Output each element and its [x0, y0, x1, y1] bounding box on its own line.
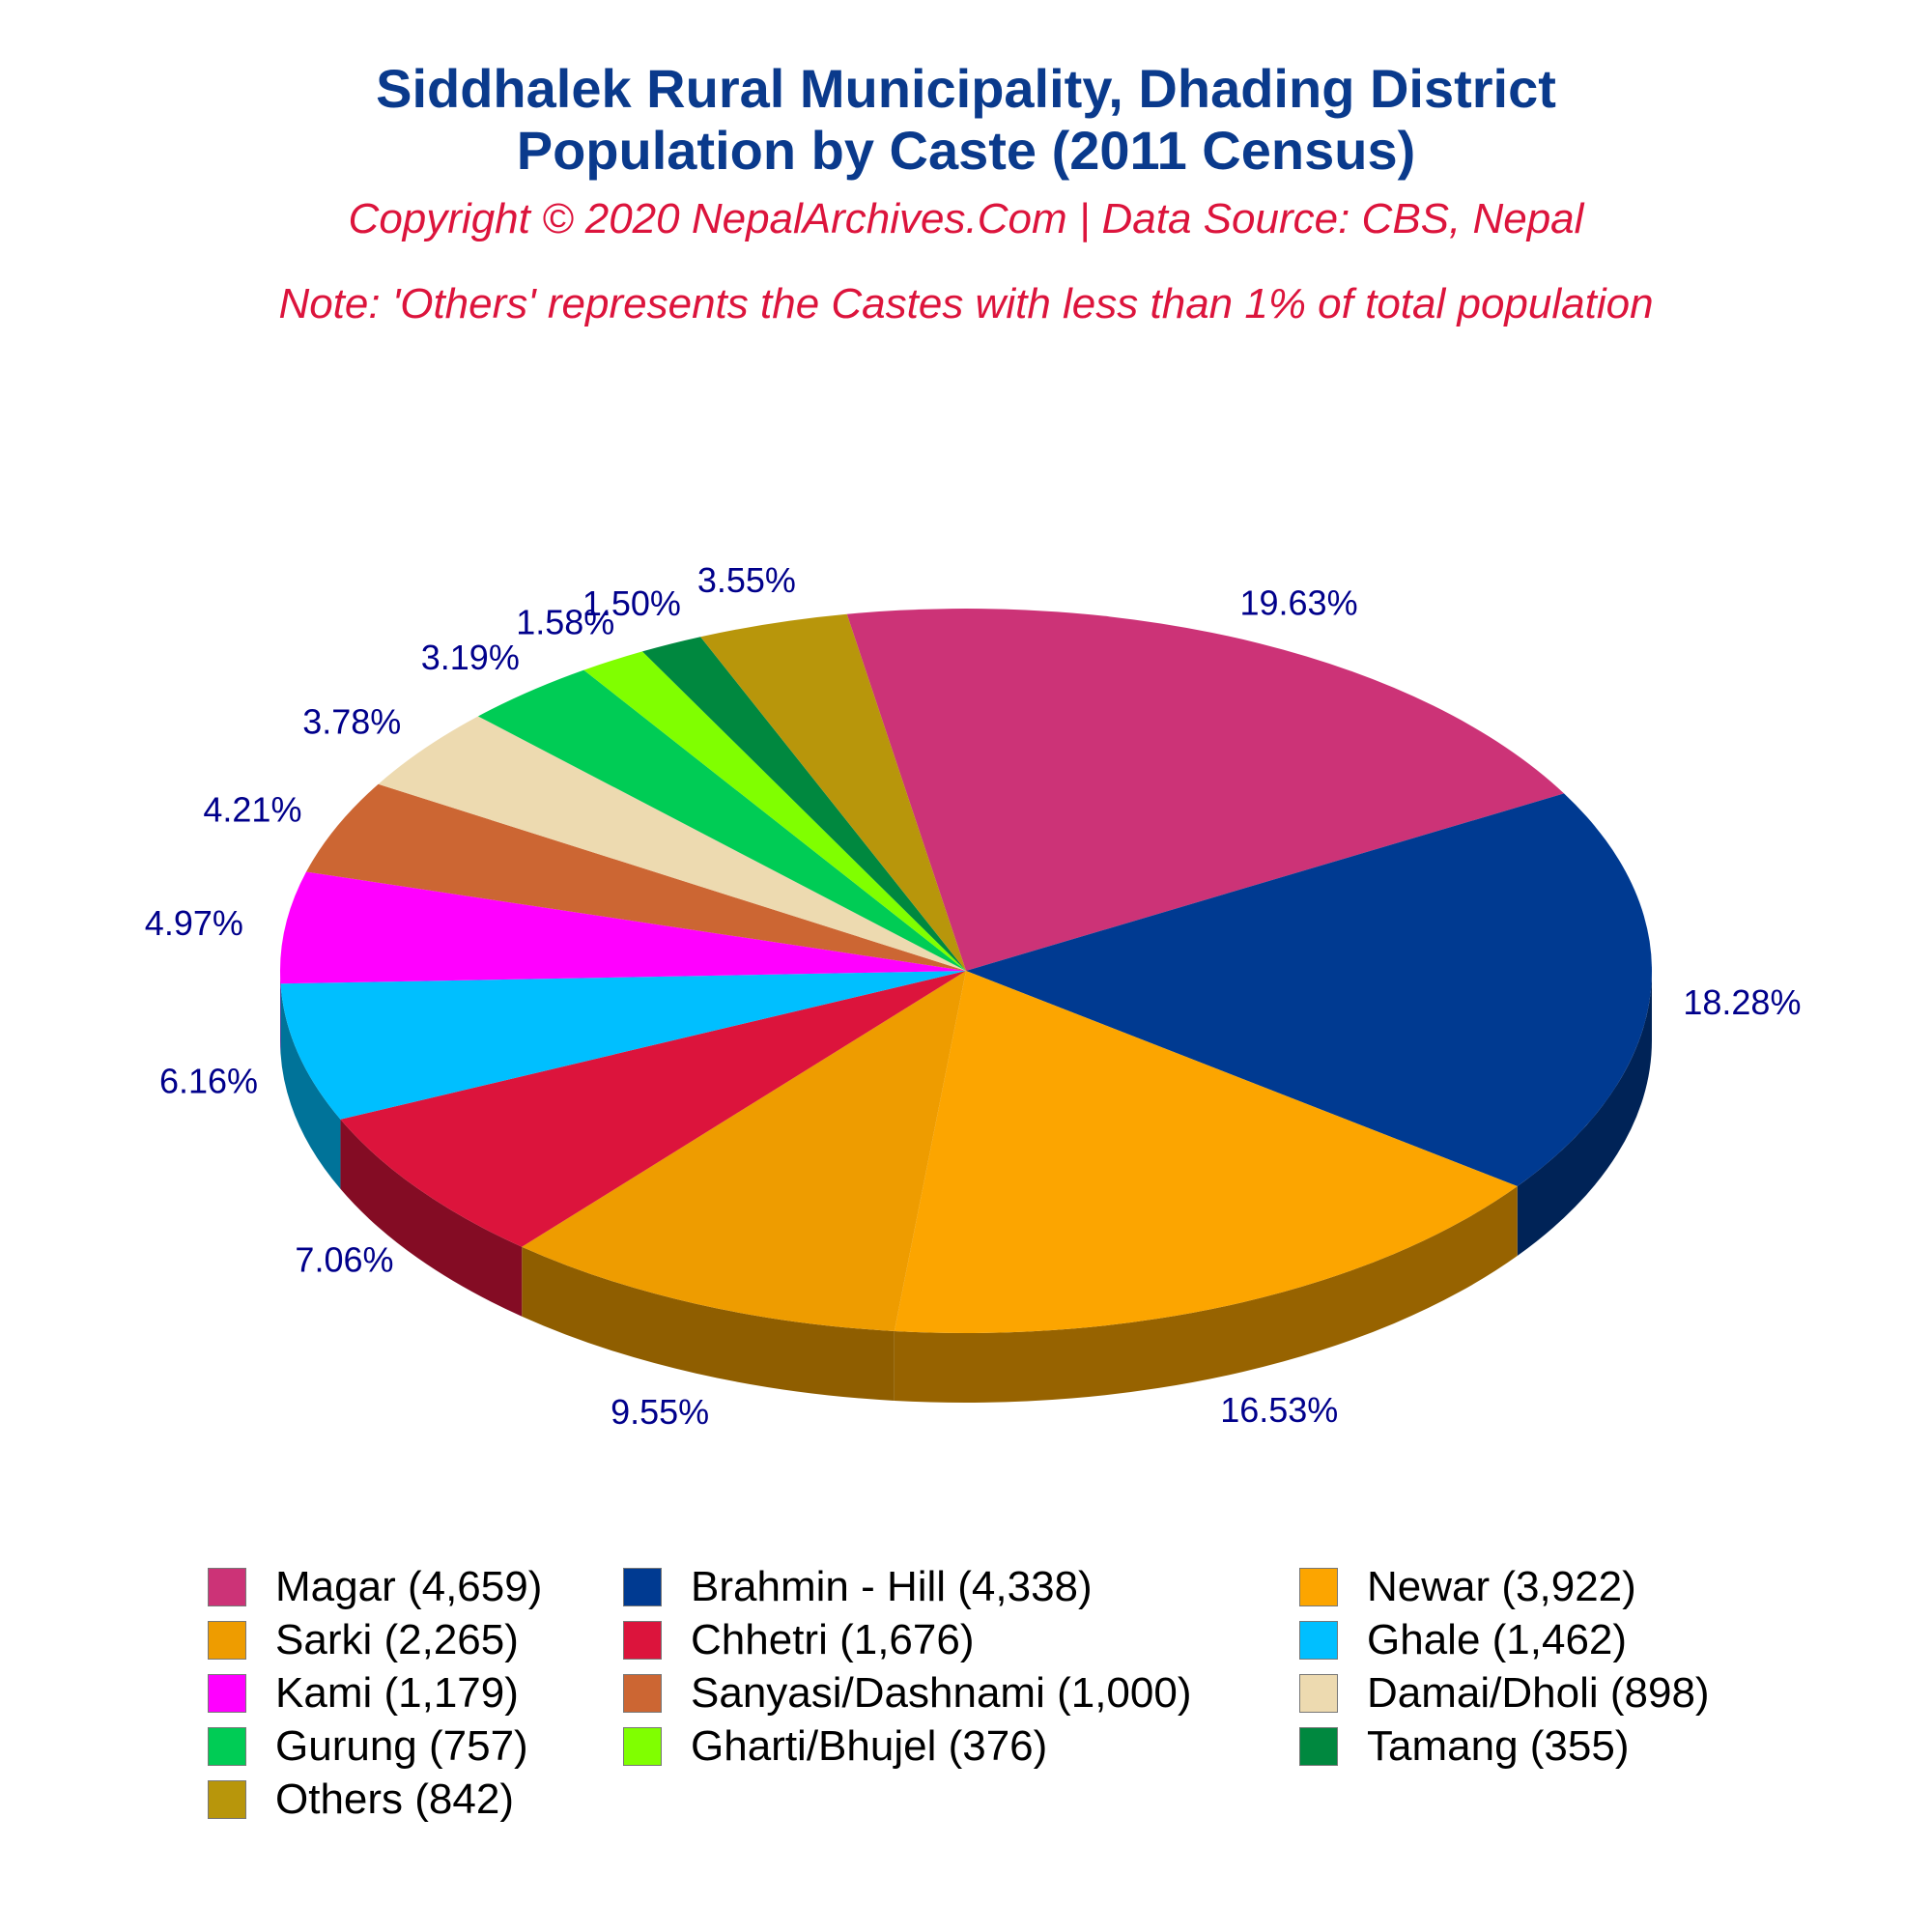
percent-label-kami: 4.97% — [145, 903, 243, 943]
note-subtitle: Note: 'Others' represents the Castes wit… — [278, 280, 1654, 327]
slice-chhetri — [340, 971, 966, 1247]
legend-item-brahmin-hill: Brahmin - Hill (4,338) — [623, 1560, 1093, 1614]
legend-item-damai-dholi: Damai/Dholi (898) — [1299, 1666, 1710, 1720]
pie-sides — [280, 971, 1652, 1403]
legend-item-newar: Newar (3,922) — [1299, 1560, 1636, 1614]
percent-label-damai-dholi: 3.78% — [302, 702, 401, 742]
legend-swatch — [1299, 1568, 1338, 1606]
slice-side-chhetri — [340, 1119, 523, 1317]
legend-label: Sanyasi/Dashnami (1,000) — [691, 1669, 1192, 1717]
percent-label-sarki: 9.55% — [611, 1392, 709, 1432]
percent-label-magar: 19.63% — [1239, 583, 1357, 623]
slice-newar — [894, 971, 1518, 1333]
legend-label: Magar (4,659) — [275, 1563, 543, 1610]
legend-label: Chhetri (1,676) — [691, 1616, 975, 1663]
legend-label: Sarki (2,265) — [275, 1616, 519, 1663]
legend-item-sanyasi-dashnami: Sanyasi/Dashnami (1,000) — [623, 1666, 1191, 1720]
legend-item-ghale: Ghale (1,462) — [1299, 1613, 1627, 1667]
legend-swatch — [208, 1674, 246, 1713]
slice-side-sarki — [522, 1246, 895, 1401]
legend-swatch — [623, 1621, 662, 1660]
slice-gharti-bhujel — [583, 651, 966, 971]
percent-label-tamang: 1.50% — [582, 583, 681, 623]
legend-item-kami: Kami (1,179) — [208, 1666, 519, 1720]
chart-titles: Siddhalek Rural Municipality, Dhading Di… — [0, 58, 1932, 330]
legend-label: Tamang (355) — [1367, 1722, 1630, 1770]
legend-item-sarki: Sarki (2,265) — [208, 1613, 519, 1667]
percent-label-newar: 16.53% — [1220, 1390, 1338, 1430]
legend-label: Damai/Dholi (898) — [1367, 1669, 1710, 1717]
slice-kami — [279, 871, 966, 984]
legend-label: Gharti/Bhujel (376) — [691, 1722, 1048, 1770]
legend-item-tamang: Tamang (355) — [1299, 1719, 1629, 1774]
legend-swatch — [1299, 1674, 1338, 1713]
slice-magar — [846, 609, 1565, 971]
legend-label: Brahmin - Hill (4,338) — [691, 1563, 1093, 1610]
legend-swatch — [208, 1780, 246, 1819]
pie-percent-labels: 19.63% 18.28% 16.53% 9.55% 7.06% 6.16% 4.97% 4.… — [145, 560, 1802, 1432]
legend-item-chhetri: Chhetri (1,676) — [623, 1613, 974, 1667]
percent-label-others: 3.55% — [697, 560, 796, 600]
slice-tamang — [641, 637, 966, 971]
legend-swatch — [1299, 1727, 1338, 1766]
slice-side-brahmin-hill — [1517, 971, 1652, 1257]
slice-gurung — [477, 669, 966, 971]
legend-label: Newar (3,922) — [1367, 1563, 1636, 1610]
slice-brahmin-hill — [966, 793, 1652, 1187]
percent-label-gurung: 3.19% — [421, 638, 520, 677]
slice-damai-dholi — [378, 716, 966, 971]
percent-label-chhetri: 7.06% — [295, 1239, 393, 1279]
legend-swatch — [208, 1568, 246, 1606]
legend-item-gharti-bhujel: Gharti/Bhujel (376) — [623, 1719, 1047, 1774]
slice-ghale — [280, 971, 966, 1120]
pie-slices — [279, 609, 1652, 1333]
legend-item-gurung: Gurung (757) — [208, 1719, 528, 1774]
legend-swatch — [623, 1727, 662, 1766]
chart-title-line-2: Population by Caste (2011 Census) — [516, 120, 1416, 181]
legend-swatch — [1299, 1621, 1338, 1660]
legend-label: Kami (1,179) — [275, 1669, 519, 1717]
slice-side-ghale — [280, 983, 341, 1189]
percent-label-sanyasi-dashnami: 4.21% — [203, 790, 301, 830]
legend-item-magar: Magar (4,659) — [208, 1560, 542, 1614]
legend-swatch — [623, 1568, 662, 1606]
legend-swatch — [623, 1674, 662, 1713]
percent-label-brahmin-hill: 18.28% — [1683, 982, 1801, 1022]
percent-label-ghale: 6.16% — [159, 1061, 258, 1100]
percent-label-gharti-bhujel: 1.58% — [516, 602, 614, 641]
slice-others — [700, 613, 966, 971]
slice-side-newar — [894, 1186, 1518, 1403]
slice-sarki — [522, 971, 966, 1331]
legend-swatch — [208, 1727, 246, 1766]
legend-label: Gurung (757) — [275, 1722, 528, 1770]
copyright-subtitle: Copyright © 2020 NepalArchives.Com | Dat… — [348, 195, 1584, 242]
legend-label: Others (842) — [275, 1776, 514, 1823]
chart-title-line-1: Siddhalek Rural Municipality, Dhading Di… — [376, 58, 1556, 119]
slice-sanyasi-dashnami — [306, 783, 966, 971]
legend-item-others: Others (842) — [208, 1773, 514, 1827]
legend-label: Ghale (1,462) — [1367, 1616, 1628, 1663]
legend-swatch — [208, 1621, 246, 1660]
